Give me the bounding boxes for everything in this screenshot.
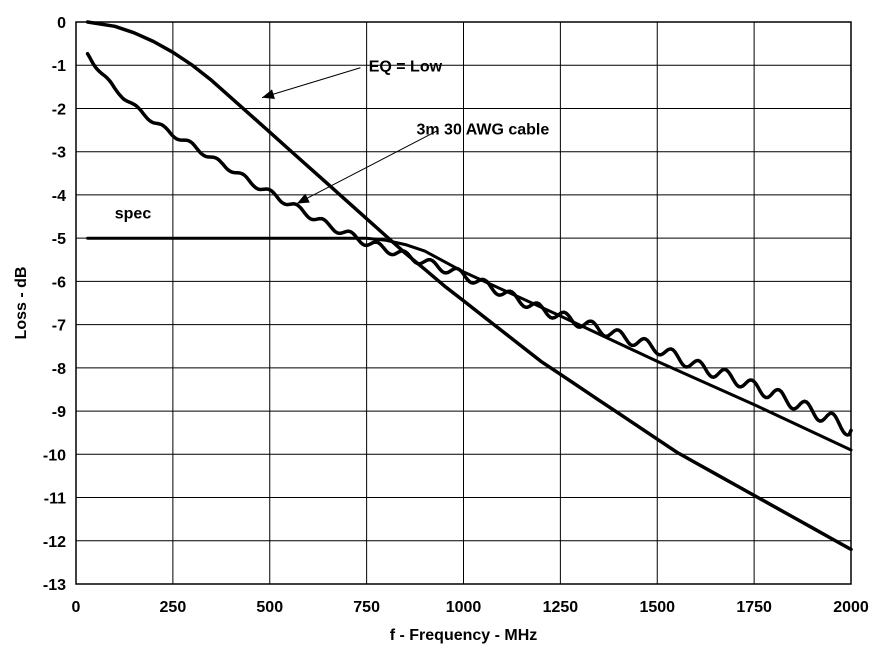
series-line-3	[86, 236, 853, 452]
arrowhead	[296, 193, 310, 204]
x-axis-title: f - Frequency - MHz	[390, 627, 538, 644]
x-tick-label: 1250	[543, 599, 579, 616]
series-group	[85, 20, 853, 552]
x-tick-label: 0	[72, 599, 81, 616]
y-tick-label: -12	[43, 534, 66, 551]
series-line-1	[85, 20, 853, 552]
y-tick-label: -7	[52, 318, 66, 335]
annotation-arrow	[261, 67, 361, 99]
y-tick-label: -3	[52, 145, 66, 162]
annotation-label: 3m 30 AWG cable	[416, 121, 549, 138]
annotation-label: EQ = Low	[369, 59, 443, 76]
y-tick-label: -8	[52, 361, 66, 378]
x-tick-label: 750	[353, 599, 380, 616]
y-tick-label: -11	[44, 491, 66, 508]
y-tick-label: -4	[52, 188, 66, 205]
y-tick-label: -6	[52, 274, 66, 291]
x-tick-label: 1000	[446, 599, 482, 616]
annotation-label: spec	[115, 206, 152, 223]
x-tick-label: 2000	[833, 599, 869, 616]
y-tick-label: -2	[52, 101, 66, 118]
y-tick-label: -13	[43, 577, 66, 594]
x-tick-label: 1500	[639, 599, 675, 616]
annotation-arrow	[296, 129, 439, 205]
arrowhead	[262, 89, 275, 99]
series-line-2	[85, 51, 853, 437]
y-tick-label: 0	[57, 15, 66, 32]
y-tick-label: -1	[52, 58, 66, 75]
tick-labels: 0 250 500 750 1000 1250 1500 1750 2000 0 -1 -2 -3 -4 -…	[43, 15, 869, 616]
y-axis-title: Loss - dB	[13, 267, 30, 340]
plot-frame	[75, 21, 852, 585]
y-tick-label: -10	[43, 447, 66, 464]
x-tick-label: 250	[160, 599, 187, 616]
x-tick-label: 1750	[736, 599, 772, 616]
annotations-group: EQ = Low 3m 30 AWG cable spec	[115, 59, 550, 223]
y-tick-label: -9	[52, 404, 66, 421]
x-tick-label: 500	[256, 599, 283, 616]
y-tick-label: -5	[52, 231, 66, 248]
